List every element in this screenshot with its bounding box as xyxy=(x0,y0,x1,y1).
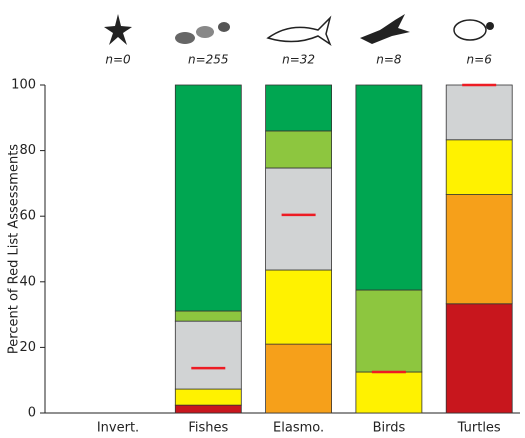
bar-segment xyxy=(445,139,513,195)
bar-segment xyxy=(174,404,242,414)
y-tick-label: 20 xyxy=(19,340,36,355)
bar-segment xyxy=(265,130,333,169)
turtle-icon xyxy=(453,19,487,41)
fish-icon xyxy=(196,26,214,38)
bird-icon xyxy=(360,14,410,44)
fish-icon xyxy=(218,22,230,32)
y-tick-label: 40 xyxy=(19,274,36,289)
sample-size: n=255 xyxy=(188,53,229,67)
y-axis-label: Percent of Red List Assessments xyxy=(7,144,22,354)
sample-size: n=32 xyxy=(282,53,315,67)
bar-segment xyxy=(265,167,333,271)
turtle-icon xyxy=(486,22,494,30)
bar-segment xyxy=(445,303,513,414)
icons xyxy=(104,14,494,46)
bar-segment xyxy=(174,84,242,312)
bar-segment xyxy=(265,269,333,345)
bar-segment xyxy=(174,388,242,406)
bar-segment xyxy=(265,343,333,414)
bar-segment xyxy=(355,371,423,414)
bar-segment xyxy=(265,84,333,132)
y-tick-label: 0 xyxy=(28,406,36,421)
shark-icon xyxy=(266,15,332,46)
bar-segment xyxy=(174,320,242,390)
bar-segment xyxy=(445,84,513,141)
y-tick-label: 60 xyxy=(19,209,36,224)
fish-icon xyxy=(175,32,195,44)
sample-size: n=0 xyxy=(105,53,131,67)
bar-segment xyxy=(174,310,242,322)
sample-size: n=8 xyxy=(376,53,402,67)
x-tick-label: Invert. xyxy=(97,421,139,436)
sample-size: n=6 xyxy=(467,53,493,67)
x-tick-label: Elasmo. xyxy=(273,421,324,436)
x-tick-label: Fishes xyxy=(188,421,228,436)
y-tick-label: 80 xyxy=(19,143,36,158)
bar-segment xyxy=(445,194,513,305)
x-tick-label: Turtles xyxy=(457,421,501,436)
x-tick-label: Birds xyxy=(373,421,406,436)
starfish-icon xyxy=(104,14,132,45)
y-tick-label: 100 xyxy=(11,78,36,93)
bar-segment xyxy=(355,289,423,373)
bar-segment xyxy=(355,84,423,291)
